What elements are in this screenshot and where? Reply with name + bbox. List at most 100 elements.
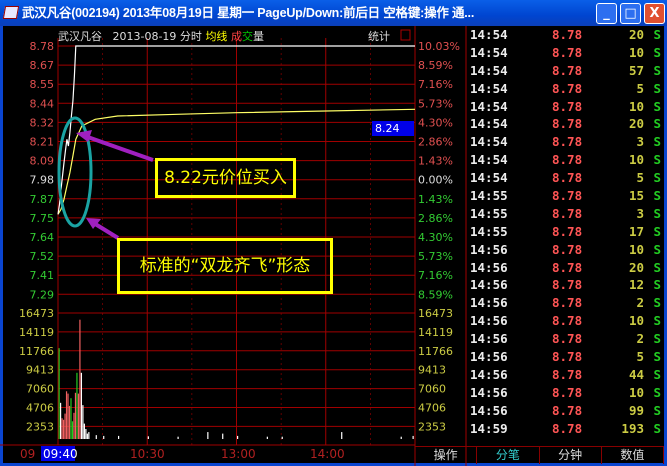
time-tick: 09 bbox=[20, 447, 35, 461]
tick-row[interactable]: 14:54 8.78 10 S bbox=[468, 98, 664, 116]
volume-bar bbox=[118, 435, 120, 439]
volume-tick-right: 7060 bbox=[418, 383, 446, 396]
avg-line-label[interactable]: 均线 bbox=[205, 30, 228, 43]
volume-label-part[interactable]: 交 bbox=[241, 30, 253, 43]
tick-row[interactable]: 14:56 8.78 10 S bbox=[468, 312, 664, 330]
tick-row[interactable]: 14:56 8.78 5 S bbox=[468, 348, 664, 366]
tick-time: 14:54 bbox=[470, 27, 508, 42]
minimize-button[interactable]: _ bbox=[596, 3, 617, 24]
volume-label-part[interactable]: 量 bbox=[252, 30, 264, 43]
volume-bar bbox=[68, 405, 71, 439]
tick-row[interactable]: 14:54 8.78 10 S bbox=[468, 44, 664, 62]
tick-side: S bbox=[653, 170, 661, 186]
app-icon bbox=[2, 6, 20, 19]
volume-label-part[interactable]: 成 bbox=[230, 30, 242, 43]
tick-row[interactable]: 14:54 8.78 3 S bbox=[468, 133, 664, 151]
tick-price: 8.78 bbox=[552, 134, 583, 150]
tick-side: S bbox=[653, 98, 661, 114]
price-tick: 7.87 bbox=[30, 193, 55, 206]
volume-bar bbox=[71, 421, 74, 439]
tick-row[interactable]: 14:55 8.78 17 S bbox=[468, 223, 664, 241]
time-tick: 10:30 bbox=[130, 447, 165, 461]
price-tick: 8.09 bbox=[30, 155, 55, 168]
tick-side: S bbox=[653, 366, 661, 382]
volume-bar bbox=[341, 432, 343, 439]
tick-vol: 2 bbox=[636, 331, 644, 347]
tick-vol: 193 bbox=[621, 420, 644, 436]
time-tick: 13:00 bbox=[221, 447, 256, 461]
tick-list[interactable]: 14:54 8.78 20 S 14:54 8.78 10 S 14:54 8.78 57 S 14:5… bbox=[468, 26, 664, 437]
tab-2[interactable]: 分钟 bbox=[540, 447, 602, 464]
volume-tick-right: 2353 bbox=[418, 420, 446, 433]
tick-row[interactable]: 14:56 8.78 2 S bbox=[468, 330, 664, 348]
tick-row[interactable]: 14:54 8.78 57 S bbox=[468, 62, 664, 80]
window-title: 武汉凡谷(002194) 2013年08月19日 星期一 PageUp/Down… bbox=[22, 6, 475, 20]
tick-price: 8.78 bbox=[552, 277, 583, 293]
tab-1[interactable]: 分笔 bbox=[477, 447, 540, 464]
tick-row[interactable]: 14:54 8.78 20 S bbox=[468, 115, 664, 133]
chart-header: 武汉凡谷 2013-08-19 分时 均线 成交量 bbox=[58, 28, 264, 44]
tick-side: S bbox=[653, 402, 661, 418]
tick-vol: 20 bbox=[628, 259, 644, 275]
volume-bar bbox=[59, 402, 62, 439]
volume-tick: 2353 bbox=[26, 420, 54, 433]
tick-row[interactable]: 14:59 8.78 193 S bbox=[468, 420, 664, 438]
tick-time: 14:54 bbox=[470, 116, 508, 132]
tick-side: S bbox=[653, 295, 661, 311]
price-tick: 7.29 bbox=[30, 288, 55, 301]
tick-vol: 10 bbox=[628, 241, 644, 257]
close-button[interactable]: X bbox=[644, 3, 665, 24]
tick-row[interactable]: 14:55 8.78 3 S bbox=[468, 205, 664, 223]
maximize-button[interactable]: □ bbox=[620, 3, 641, 24]
pct-tick: 7.16% bbox=[418, 78, 453, 91]
tick-row[interactable]: 14:56 8.78 12 S bbox=[468, 276, 664, 294]
tick-row[interactable]: 14:54 8.78 5 S bbox=[468, 169, 664, 187]
pct-tick: 4.30% bbox=[418, 231, 453, 244]
tick-vol: 10 bbox=[628, 313, 644, 329]
tick-row[interactable]: 14:56 8.78 10 S bbox=[468, 241, 664, 259]
tick-price: 8.78 bbox=[552, 170, 583, 186]
pct-tick: 10.03% bbox=[418, 40, 460, 53]
tick-side: S bbox=[653, 134, 661, 150]
tick-row[interactable]: 14:56 8.78 99 S bbox=[468, 402, 664, 420]
tick-price: 8.78 bbox=[552, 27, 583, 42]
pct-tick: 2.86% bbox=[418, 212, 453, 225]
tab-3[interactable]: 数值 bbox=[602, 447, 664, 464]
tick-side: S bbox=[653, 116, 661, 132]
tick-row[interactable]: 14:54 8.78 10 S bbox=[468, 151, 664, 169]
pct-tick: 5.73% bbox=[418, 97, 453, 110]
chart-date: 2013-08-19 分时 bbox=[112, 30, 202, 43]
tick-price: 8.78 bbox=[552, 98, 583, 114]
volume-bar bbox=[95, 435, 97, 439]
price-tick: 7.52 bbox=[30, 250, 55, 263]
tick-side: S bbox=[653, 152, 661, 168]
volume-bar bbox=[266, 436, 268, 439]
volume-bar bbox=[77, 393, 80, 439]
tick-row[interactable]: 14:54 8.78 5 S bbox=[468, 80, 664, 98]
tick-row[interactable]: 14:56 8.78 10 S bbox=[468, 384, 664, 402]
tick-vol: 12 bbox=[628, 277, 644, 293]
tick-row[interactable]: 14:54 8.78 20 S bbox=[468, 26, 664, 44]
tick-row[interactable]: 14:55 8.78 15 S bbox=[468, 187, 664, 205]
tick-side: S bbox=[653, 420, 661, 436]
tick-row[interactable]: 14:56 8.78 20 S bbox=[468, 259, 664, 277]
tick-vol: 3 bbox=[636, 205, 644, 221]
tick-price: 8.78 bbox=[552, 331, 583, 347]
tick-time: 14:56 bbox=[470, 402, 508, 418]
tick-price: 8.78 bbox=[552, 62, 583, 78]
tick-side: S bbox=[653, 313, 661, 329]
stat-button[interactable]: 统计 bbox=[368, 30, 390, 43]
tick-row[interactable]: 14:56 8.78 2 S bbox=[468, 294, 664, 312]
tick-vol: 15 bbox=[628, 188, 644, 204]
intraday-chart[interactable]: 8.78 10.03% 8.67 8.59% 8.55 7.16% 8.44 5.73% 8.3… bbox=[0, 26, 468, 466]
volume-bar bbox=[79, 319, 81, 439]
tick-time: 14:54 bbox=[470, 170, 508, 186]
tick-row[interactable]: 14:56 8.78 44 S bbox=[468, 366, 664, 384]
tick-side: S bbox=[653, 44, 661, 60]
tab-0[interactable]: 操作 bbox=[415, 447, 478, 464]
price-tick: 7.41 bbox=[30, 269, 55, 282]
volume-bar bbox=[207, 432, 209, 439]
volume-bar bbox=[85, 428, 87, 439]
price-tick: 7.75 bbox=[30, 212, 55, 225]
tick-vol: 10 bbox=[628, 44, 644, 60]
